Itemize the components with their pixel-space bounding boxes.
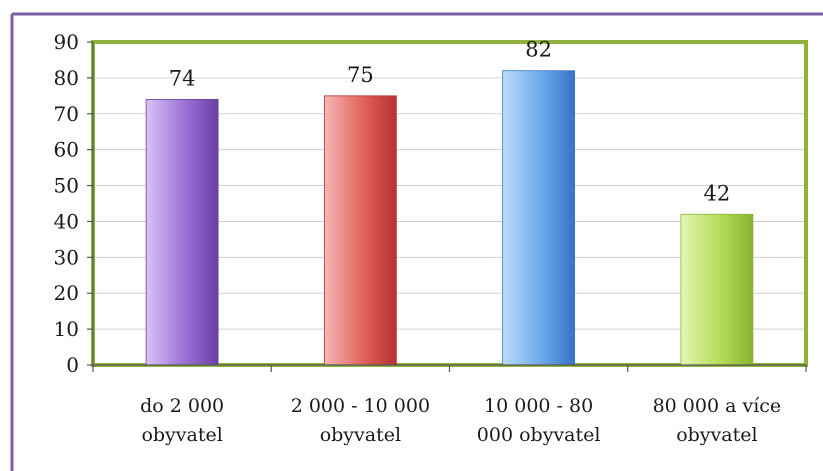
x-tick-label: 000 obyvatel — [477, 424, 601, 446]
bar — [145, 99, 219, 366]
data-label: 42 — [704, 181, 731, 205]
data-label: 74 — [169, 66, 196, 90]
x-tick-label: do 2 000 — [140, 395, 224, 417]
bar — [323, 95, 397, 366]
x-tick-label: 2 000 - 10 000 — [291, 395, 430, 417]
x-tick-label: 80 000 a více — [653, 395, 782, 417]
data-label: 82 — [525, 38, 552, 62]
y-tick-label: 80 — [54, 66, 79, 90]
x-tick-label: obyvatel — [320, 424, 401, 446]
y-tick-label: 40 — [54, 209, 79, 233]
data-label: 75 — [347, 63, 374, 87]
data-labels: 74 75 82 42 — [169, 38, 730, 206]
y-tick-label: 90 — [54, 30, 79, 54]
y-tick-label: 10 — [54, 317, 79, 341]
y-tick-labels: 0 10 20 30 40 50 60 70 80 90 — [54, 30, 79, 377]
axes — [87, 41, 807, 372]
bar — [502, 70, 576, 366]
y-tick-label: 20 — [54, 281, 79, 305]
x-tick-label: 10 000 - 80 — [484, 395, 593, 417]
y-tick-label: 60 — [54, 138, 79, 162]
bars — [145, 70, 754, 366]
x-tick-label: obyvatel — [141, 424, 222, 446]
x-tick-label: obyvatel — [676, 424, 757, 446]
x-tick-labels: do 2 000 obyvatel 2 000 - 10 000 obyvatel 10… — [140, 395, 781, 446]
bar — [680, 213, 754, 366]
outer-frame — [10, 12, 823, 471]
y-tick-label: 30 — [54, 245, 79, 269]
y-tick-label: 0 — [66, 353, 79, 377]
y-tick-label: 70 — [54, 102, 79, 126]
y-tick-label: 50 — [54, 174, 79, 198]
